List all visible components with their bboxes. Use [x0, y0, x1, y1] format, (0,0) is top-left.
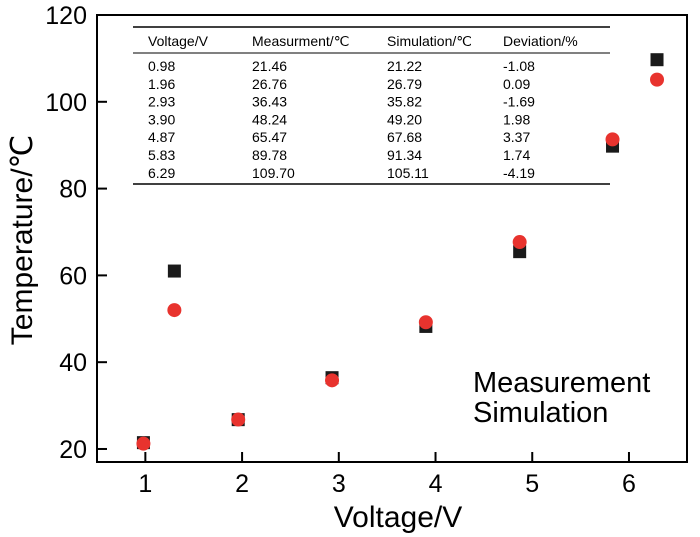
y-tick-label-60: 60: [59, 262, 87, 290]
x-tick-label-3: 3: [332, 470, 346, 498]
table-header-cell: Deviation/%: [503, 33, 578, 49]
simulation-point: [512, 235, 527, 250]
table-cell: 3.37: [503, 129, 530, 145]
y-tick-label-80: 80: [59, 176, 87, 204]
plot-frame: [96, 14, 688, 463]
tick-labels: 1 2 3 4 5 6 20 40 60 80 100 120: [45, 2, 636, 498]
y-tick-label-100: 100: [45, 89, 87, 117]
table-cell: 105.11: [387, 165, 429, 181]
simulation-point: [650, 72, 665, 87]
table-cell: 109.70: [252, 165, 295, 181]
table-cell: 6.29: [148, 165, 175, 181]
axis-ticks: [97, 14, 630, 462]
table-cell: 89.78: [252, 147, 287, 163]
table-cell: 21.22: [387, 58, 422, 74]
x-tick-label-2: 2: [235, 470, 249, 498]
table-cell: 0.98: [148, 58, 175, 74]
y-axis-title: Temperature/℃: [6, 135, 39, 345]
data-markers: [136, 53, 665, 451]
table-cell: 3.90: [148, 111, 175, 127]
legend-entry-measurement: Measurement: [473, 367, 650, 399]
simulation-point: [605, 132, 620, 147]
table-cell: 1.74: [503, 147, 530, 163]
simulation-point: [325, 373, 340, 388]
simulation-point: [231, 412, 246, 427]
table-cell: 48.24: [252, 111, 287, 127]
table-header-cell: Simulation/℃: [387, 33, 472, 49]
table-cell: 26.76: [252, 76, 287, 92]
table-cell: 36.43: [252, 94, 287, 110]
data-table: Voltage/V Measurment/℃ Simulation/℃ Deviati…: [133, 26, 610, 185]
y-tick-label-120: 120: [45, 2, 87, 30]
simulation-point: [136, 436, 151, 451]
measurement-point: [650, 53, 664, 67]
x-tick-label-5: 5: [525, 470, 539, 498]
y-tick-label-40: 40: [59, 349, 87, 377]
table-header-cell: Measurment/℃: [252, 33, 349, 49]
y-tick-label-20: 20: [59, 436, 87, 464]
table-cell: 26.79: [387, 76, 422, 92]
table-cell: -1.69: [503, 94, 535, 110]
x-tick-label-4: 4: [429, 470, 443, 498]
table-cell: 91.34: [387, 147, 422, 163]
table-cell: 1.98: [503, 111, 530, 127]
table-cell: 35.82: [387, 94, 422, 110]
x-tick-label-1: 1: [138, 470, 152, 498]
table-cell: 1.96: [148, 76, 175, 92]
x-tick-label-6: 6: [622, 470, 636, 498]
simulation-point: [167, 303, 182, 318]
table-cell: 5.83: [148, 147, 175, 163]
table-cell: 0.09: [503, 76, 530, 92]
measurement-point: [167, 264, 181, 278]
table-cell: 2.93: [148, 94, 175, 110]
table-cell: 49.20: [387, 111, 422, 127]
table-cell: 65.47: [252, 129, 287, 145]
table-cell: 21.46: [252, 58, 287, 74]
legend-entry-simulation: Simulation: [473, 397, 608, 429]
measurement-point: [513, 245, 527, 259]
table-cell: 67.68: [387, 129, 422, 145]
table-cell: -1.08: [503, 58, 535, 74]
table-cell: -4.19: [503, 165, 535, 181]
x-axis-title: Voltage/V: [334, 501, 462, 534]
simulation-point: [418, 315, 433, 330]
table-header-cell: Voltage/V: [148, 33, 209, 49]
table-cell: 4.87: [148, 129, 175, 145]
